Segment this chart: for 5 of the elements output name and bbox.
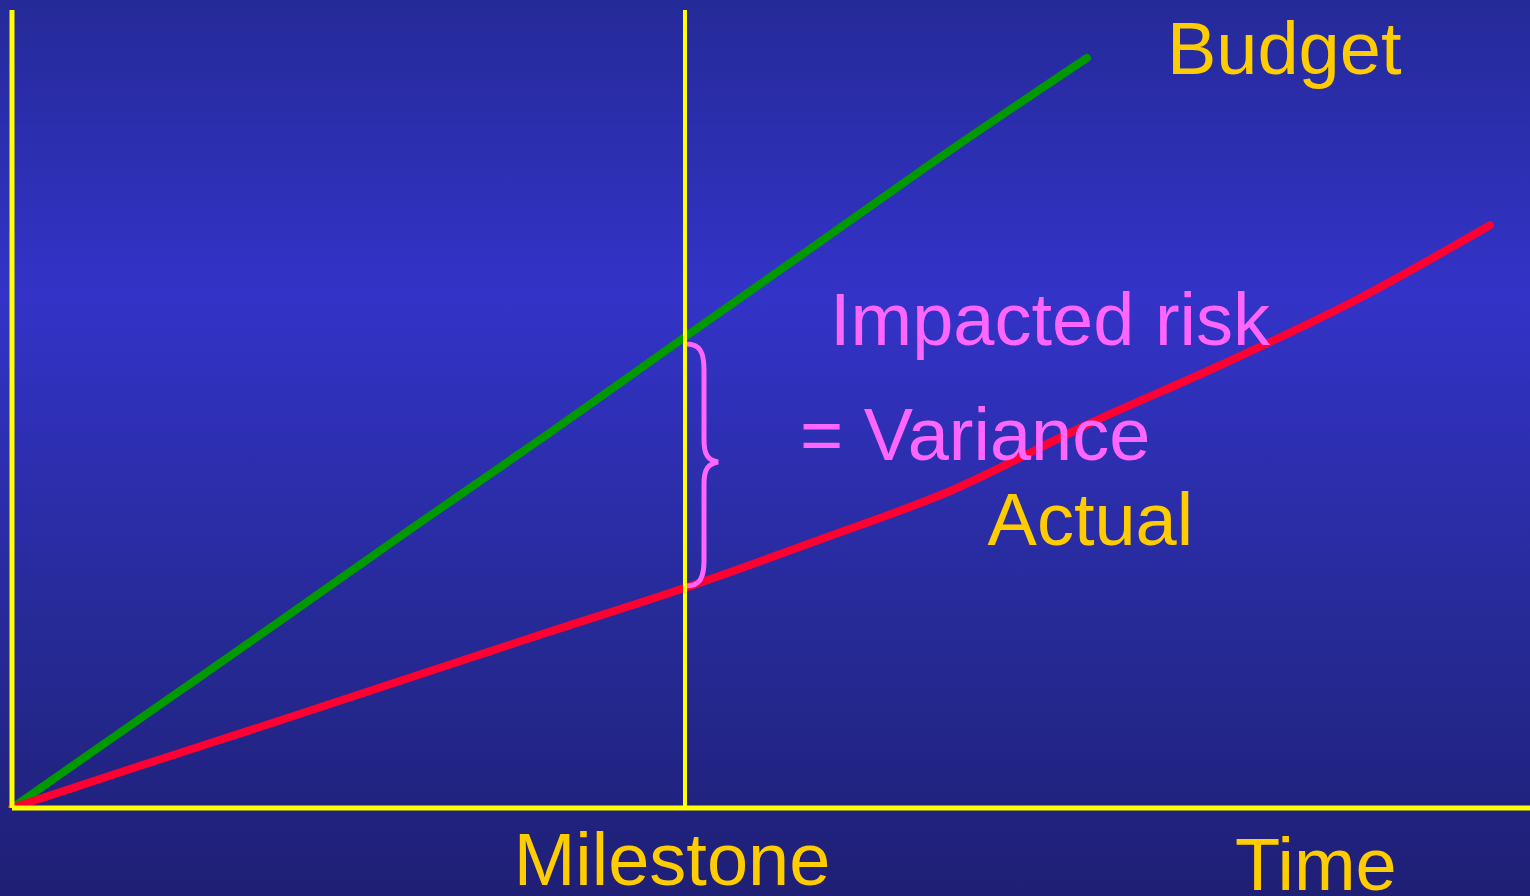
text: Milestone <box>513 818 831 896</box>
series-label: Actual <box>987 478 1194 561</box>
x-axis-title: Time <box>1235 823 1397 896</box>
series-label: Budget <box>1166 7 1402 90</box>
annotation: Impacted risk <box>830 278 1272 361</box>
